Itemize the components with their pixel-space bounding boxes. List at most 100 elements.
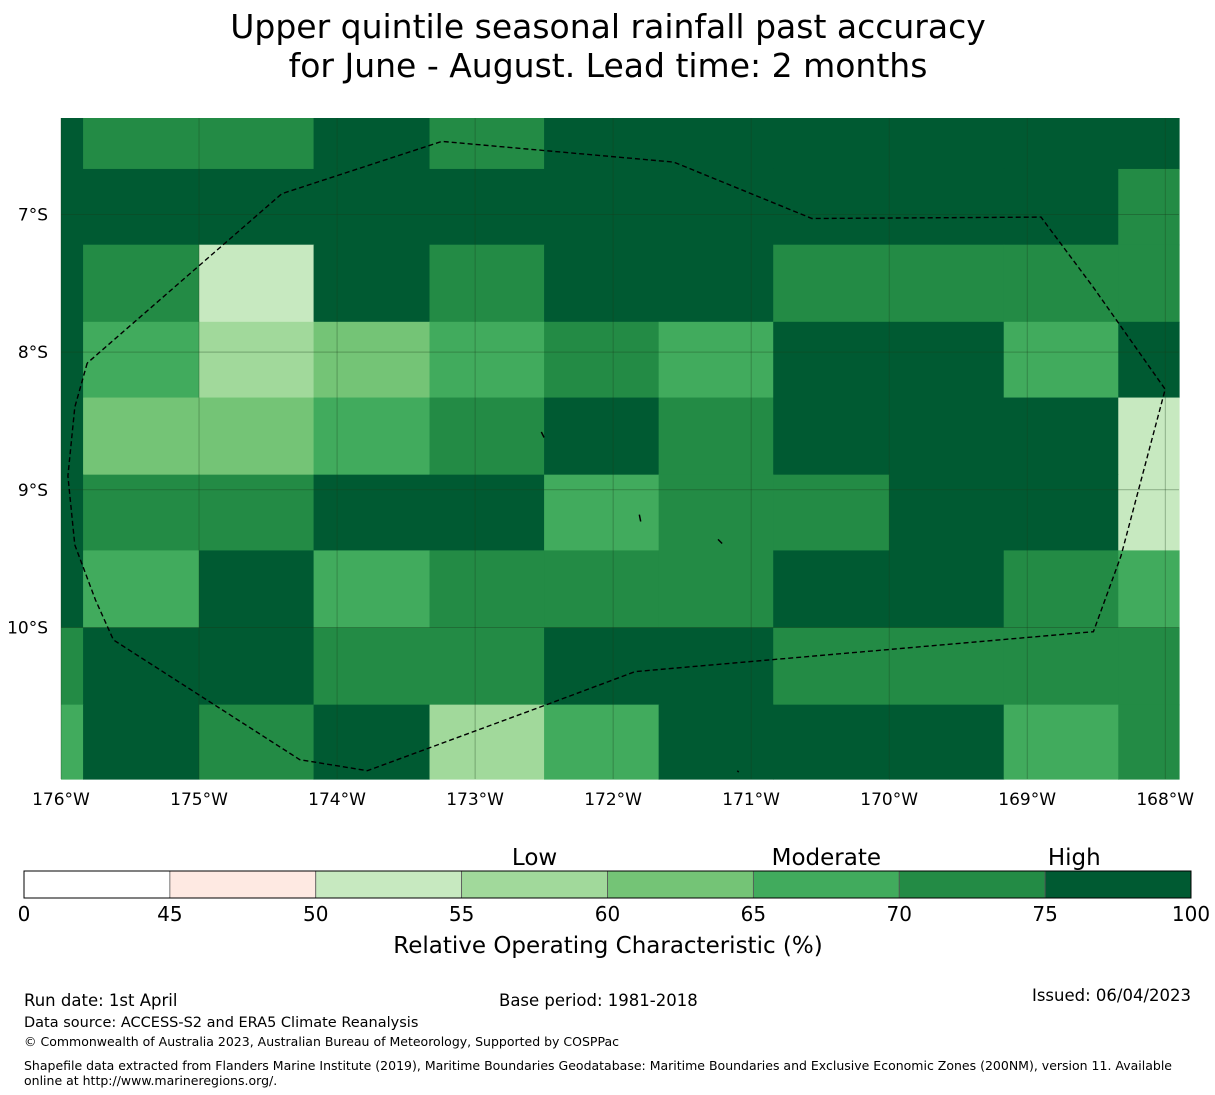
map-cell: [83, 474, 200, 551]
colorbar-segment: [752, 870, 900, 899]
colorbar-tick-label: 65: [741, 902, 766, 926]
colorbar-segment: [898, 870, 1046, 899]
colorbar-segment: [461, 870, 608, 899]
map-cell: [61, 118, 84, 170]
map-cell: [544, 474, 660, 551]
colorbar-tick-label: 55: [449, 902, 474, 926]
map-cell: [199, 168, 315, 246]
map-cell: [1003, 244, 1119, 323]
map-cell: [544, 118, 660, 170]
map-cell: [773, 118, 890, 170]
y-axis-ticks: 7°S 8°S 9°S 10°S: [7, 205, 48, 638]
map-cell: [773, 474, 890, 551]
map-cell: [83, 118, 200, 170]
map-cell: [544, 704, 660, 780]
map-cell: [658, 550, 774, 629]
x-tick-label: 171°W: [722, 790, 780, 810]
x-tick-label: 169°W: [998, 790, 1056, 810]
map-cell: [429, 704, 545, 780]
map-cell: [773, 550, 890, 629]
eez-boundary-line: [67, 140, 1166, 772]
issued-date: Issued: 06/04/2023: [1031, 986, 1191, 1005]
colorbar-segment: [1044, 870, 1192, 899]
map-cell: [544, 321, 660, 399]
map-cell: [658, 244, 774, 323]
colorbar-segment: [607, 870, 754, 899]
map-cell: [658, 397, 774, 476]
map-cell: [773, 704, 890, 780]
colorbar-segment: [169, 870, 317, 899]
map-cell: [544, 627, 660, 706]
map-cell: [1118, 321, 1180, 399]
x-tick-label: 174°W: [308, 790, 366, 810]
colorbar-tick-label: 60: [595, 902, 620, 926]
map-cell: [889, 244, 1005, 323]
map-cell: [1118, 168, 1180, 246]
map-cell: [658, 474, 774, 551]
map-cell: [658, 627, 774, 706]
map-cell: [1003, 168, 1119, 246]
map-cell: [61, 627, 84, 706]
map-cell: [429, 321, 545, 399]
map-cell: [1003, 627, 1119, 706]
shapefile-credit: Shapefile data extracted from Flanders M…: [24, 1058, 1172, 1088]
map-cell: [429, 244, 545, 323]
map-cell: [61, 321, 84, 399]
map-cell: [773, 397, 890, 476]
island-mark: [736, 770, 740, 773]
map-cell: [1118, 627, 1180, 706]
map-cell: [83, 550, 200, 629]
y-tick-label: 7°S: [18, 205, 48, 225]
map-cell: [889, 704, 1005, 780]
chart-title-line-1: Upper quintile seasonal rainfall past ac…: [230, 7, 986, 46]
map-cell: [199, 704, 315, 780]
map-gridlines: [60, 118, 1179, 779]
y-tick-label: 9°S: [18, 481, 48, 501]
x-tick-label: 176°W: [32, 790, 90, 810]
x-axis-ticks: 176°W 175°W 174°W 173°W 172°W 171°W 170°W 169°W…: [32, 790, 1194, 810]
map-cell: [1118, 474, 1180, 551]
map-cell: [83, 244, 200, 323]
map-cell: [429, 627, 545, 706]
map-cell: [313, 550, 431, 629]
map-cell: [313, 244, 431, 323]
y-tick-label: 8°S: [18, 343, 48, 363]
map-cell: [889, 321, 1005, 399]
map-grid-cells: [61, 118, 1180, 780]
map-cell: [313, 321, 431, 399]
map-cell: [199, 244, 315, 323]
eez-boundary: [67, 140, 1166, 773]
map-cell: [199, 321, 315, 399]
map-cell: [429, 168, 545, 246]
map-cell: [1118, 118, 1180, 170]
colorbar-tick-label: 0: [18, 902, 31, 926]
map-cell: [773, 168, 890, 246]
map-cell: [61, 244, 84, 323]
map-cell: [1003, 321, 1119, 399]
base-period: Base period: 1981-2018: [499, 991, 698, 1010]
island-mark: [717, 538, 723, 545]
map-cell: [544, 244, 660, 323]
map-cell: [1118, 704, 1180, 780]
map-cell: [1118, 244, 1180, 323]
map-cell: [61, 704, 84, 780]
map-cell: [773, 627, 890, 706]
map-cell: [658, 118, 774, 170]
colorbar-segment: [315, 870, 463, 899]
map-cell: [61, 474, 84, 551]
colorbar-tick-label: 50: [303, 902, 328, 926]
data-source: Data source: ACCESS-S2 and ERA5 Climate …: [24, 1015, 419, 1031]
map-cell: [313, 118, 431, 170]
map-cell: [658, 168, 774, 246]
map-cell: [199, 627, 315, 706]
colorbar-category-label: High: [1048, 845, 1101, 871]
map-cell: [429, 550, 545, 629]
map-cell: [1118, 550, 1180, 629]
colorbar-tick-label: 45: [157, 902, 182, 926]
map-cell: [658, 321, 774, 399]
map-cell: [83, 397, 200, 476]
island-mark: [638, 514, 642, 522]
map-cell: [1118, 397, 1180, 476]
colorbar-segment: [23, 870, 171, 899]
